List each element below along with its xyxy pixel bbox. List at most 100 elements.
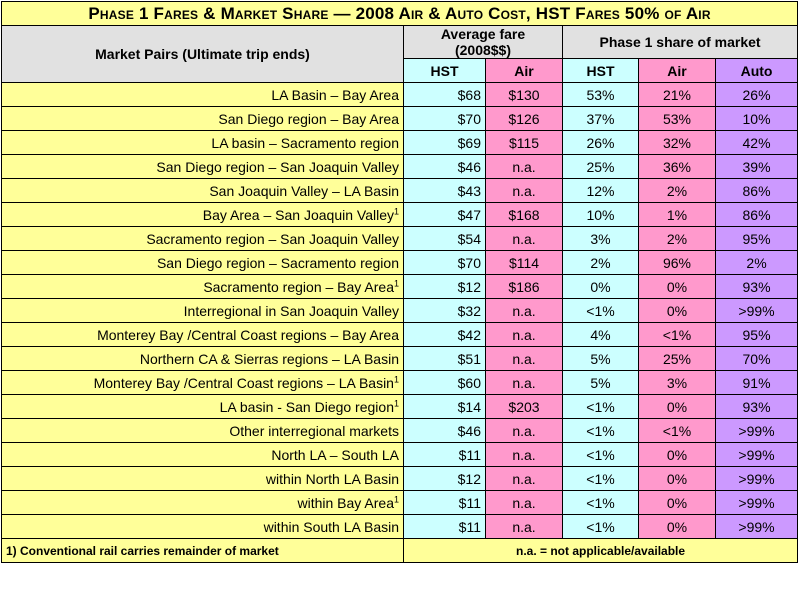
air-fare-cell: n.a. [485, 514, 563, 539]
auto-share-cell: 70% [714, 346, 799, 371]
auto-share-cell: 42% [714, 130, 799, 155]
air-share-cell-text: 36% [662, 158, 692, 175]
auto-share-cell-text: 91% [742, 374, 771, 391]
table-row: Sacramento region – Bay Area1 $12 $186 0% 0%… [1, 274, 799, 299]
footnote-marker: 1 [393, 493, 399, 504]
table-title: Phase 1 Fares & Market Share — 2008 Air … [0, 1, 799, 26]
hst-fare-cell: $42 [403, 322, 486, 347]
hst-share-cell: <1% [562, 514, 639, 539]
hst-fare-cell-text: $14 [457, 398, 481, 415]
hst-fare-cell-text: $70 [457, 110, 481, 127]
table-row: San Joaquin Valley – LA Basin $43 n.a. 12% 2… [1, 178, 799, 203]
hst-share-cell-text: <1% [586, 446, 615, 463]
table-row: LA Basin – Bay Area $68 $130 53% 21% 26% [1, 82, 799, 107]
market-pair-cell-text: Sacramento region – San Joaquin Valley [146, 230, 399, 247]
hst-share-cell-text: 5% [590, 350, 611, 367]
hst-share-cell: 4% [562, 322, 639, 347]
air-share-cell: 0% [638, 490, 716, 515]
auto-share-cell: >99% [714, 418, 799, 443]
hst-fare-cell: $46 [403, 154, 486, 179]
hst-share-cell-text: 12% [586, 182, 615, 199]
market-pair-cell: Monterey Bay /Central Coast regions – LA… [1, 370, 404, 395]
hst-share-cell: 3% [562, 226, 639, 251]
auto-share-cell-text: >99% [738, 422, 775, 439]
air-fare-cell: n.a. [485, 418, 563, 443]
header-row-2: HST Air HST Air Auto [2, 58, 799, 83]
auto-share-cell: 86% [714, 178, 799, 203]
air-share-cell: 21% [638, 82, 716, 107]
air-share-cell-text: 3% [666, 374, 688, 391]
air-fare-cell-text: n.a. [512, 470, 536, 487]
auto-share-cell-text: 95% [742, 326, 771, 343]
market-pair-cell-text: LA basin – Sacramento region [211, 134, 399, 151]
air-fare-cell: $168 [485, 202, 563, 227]
market-pair-cell-text: Sacramento region – Bay Area [203, 278, 394, 295]
footnote-marker: 1 [393, 373, 399, 384]
hst-share-cell: <1% [562, 298, 639, 323]
hst-share-cell-text: 25% [586, 158, 615, 175]
air-share-cell: 96% [638, 250, 716, 275]
market-pair-cell-text: LA basin - San Diego region [219, 398, 394, 415]
hst-share-cell: <1% [562, 394, 639, 419]
air-share-cell: 2% [638, 178, 716, 203]
air-fare-cell-text: $186 [508, 278, 540, 295]
air-fare-cell-text: $130 [508, 86, 540, 103]
air-fare-cell-text: n.a. [512, 230, 536, 247]
market-pair-cell: Monterey Bay /Central Coast regions – Ba… [1, 322, 404, 347]
air-share-cell-text: 21% [662, 86, 692, 103]
market-pair-cell: North LA – South LA [1, 442, 404, 467]
footnote-marker: 1 [393, 277, 399, 288]
hst-share-cell-text: 53% [586, 86, 615, 103]
title-row: Phase 1 Fares & Market Share — 2008 Air … [0, 1, 799, 26]
hst-fare-cell-text: $47 [457, 206, 481, 223]
hst-fare-cell-text: $43 [457, 182, 481, 199]
hst-share-cell: 26% [562, 130, 639, 155]
air-fare-cell: n.a. [485, 466, 563, 491]
footnote-marker: 1 [393, 397, 399, 408]
air-fare-cell: $130 [485, 82, 563, 107]
air-fare-cell-text: $115 [508, 134, 540, 151]
market-pair-cell-text: within Bay Area [297, 494, 394, 511]
air-fare-cell: n.a. [485, 490, 563, 515]
auto-share-cell: 86% [714, 202, 799, 227]
hst-share-cell: 25% [562, 154, 639, 179]
hst-fare-cell: $70 [403, 106, 486, 131]
air-share-cell-text: 96% [662, 254, 692, 271]
market-pair-cell: Sacramento region – Bay Area1 [1, 274, 404, 299]
hst-share-cell-text: <1% [586, 302, 615, 319]
hst-fare-cell: $54 [403, 226, 486, 251]
hst-share-cell: 5% [562, 370, 639, 395]
auto-share-cell-text: 93% [742, 398, 771, 415]
auto-share-cell: 95% [714, 226, 799, 251]
air-share-cell-text: 25% [662, 350, 692, 367]
hst-fare-cell-text: $11 [458, 494, 481, 511]
air-share-cell: 2% [638, 226, 716, 251]
air-fare-cell: $126 [485, 106, 563, 131]
market-share-header: Phase 1 share of market [561, 25, 799, 59]
market-pair-cell-text: Northern CA & Sierras regions – LA Basin [139, 350, 399, 367]
hst-share-cell: 2% [562, 250, 639, 275]
market-pair-cell: Interregional in San Joaquin Valley [1, 298, 404, 323]
air-fare-cell: $186 [485, 274, 563, 299]
table-row: Monterey Bay /Central Coast regions – LA… [1, 370, 799, 395]
air-share-cell: 0% [638, 298, 716, 323]
hst-share-cell: <1% [562, 490, 639, 515]
market-pair-cell: LA Basin – Bay Area [1, 82, 404, 107]
auto-share-cell-text: 26% [742, 86, 771, 103]
air-share-cell-text: 2% [666, 230, 688, 247]
auto-share-cell: 95% [714, 322, 799, 347]
hst-fare-cell: $60 [403, 370, 486, 395]
hst-fare-cell: $12 [403, 274, 486, 299]
auto-share-cell: 91% [714, 370, 799, 395]
hst-fare-cell: $14 [403, 394, 486, 419]
air-share-cell-text: 0% [666, 470, 688, 487]
hst-share-cell: <1% [562, 418, 639, 443]
hst-share-cell: <1% [562, 466, 639, 491]
hst-share-cell-text: 0% [590, 278, 611, 295]
air-fare-cell-text: n.a. [512, 446, 536, 463]
table-row: Interregional in San Joaquin Valley $32 n.… [1, 298, 799, 323]
air-share-cell-text: 0% [666, 518, 688, 535]
market-pair-cell-text: Interregional in San Joaquin Valley [183, 302, 399, 319]
market-pair-cell-text: within North LA Basin [265, 470, 399, 487]
auto-share-cell-text: 93% [742, 278, 771, 295]
